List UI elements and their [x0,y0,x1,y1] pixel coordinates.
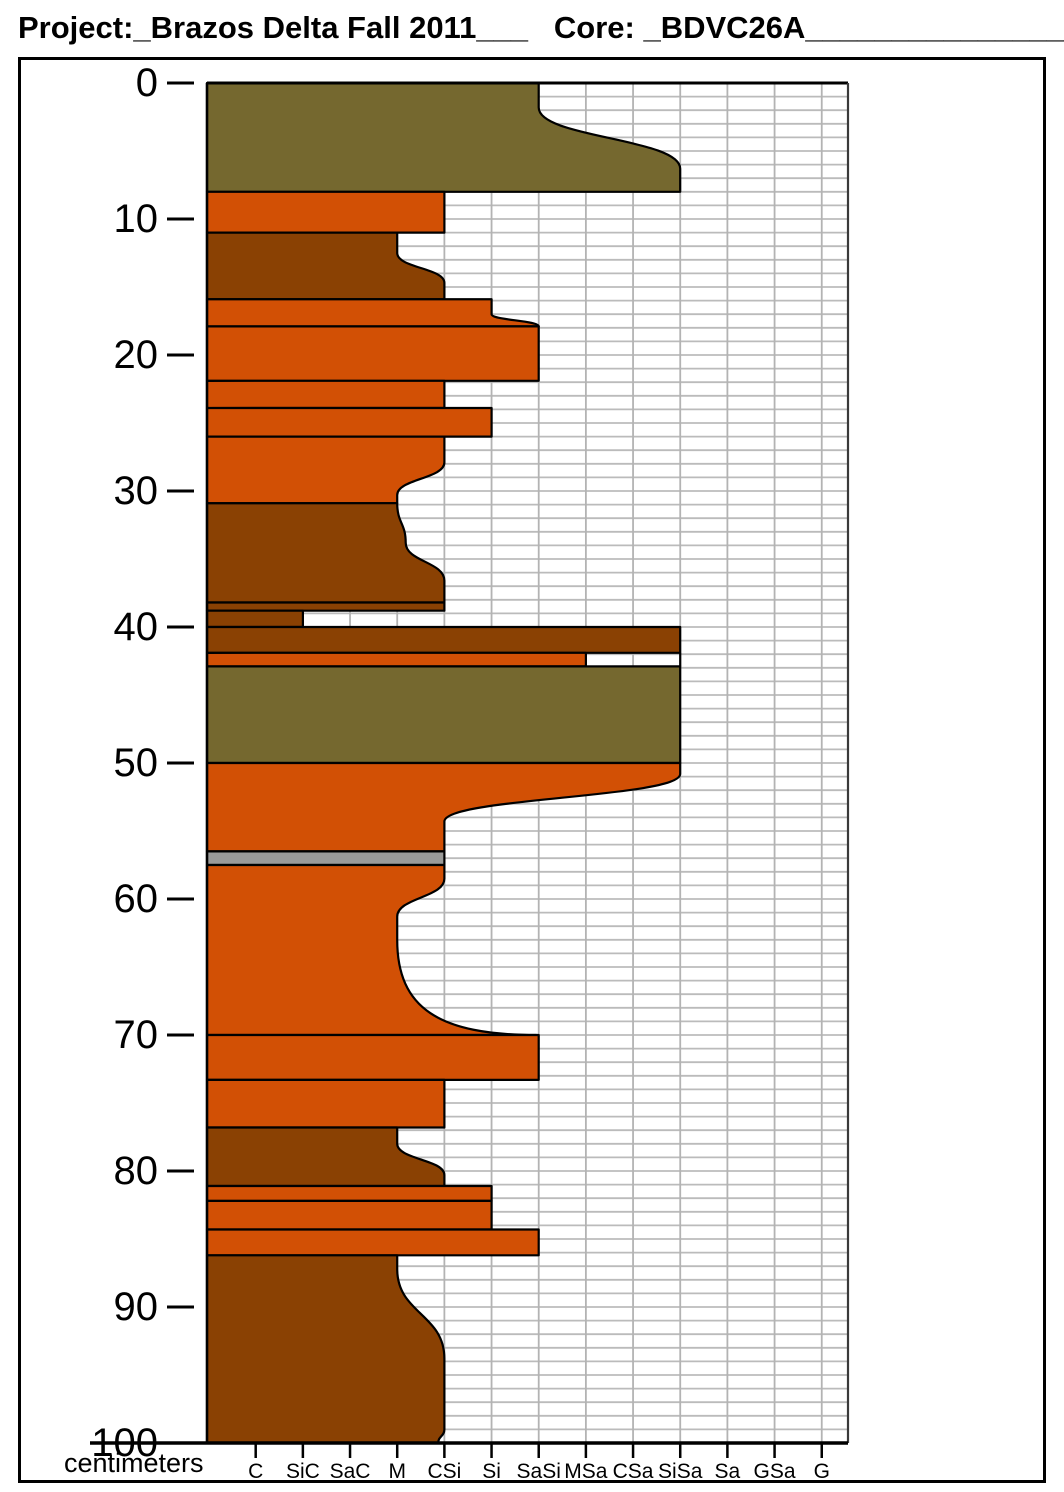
grain-size-label: CSa [613,1460,654,1483]
depth-tick-label: 80 [114,1149,159,1193]
core-layer-orange [205,325,540,382]
grain-size-label: CSi [427,1460,461,1483]
core-layer-brown [205,231,446,301]
core-layer-orange [205,1184,493,1202]
depth-tick-label: 50 [114,741,159,785]
core-layer-orange [205,651,587,668]
core-layer-brown [205,1254,446,1445]
core-layer-brown [205,601,446,612]
core-layer-orange [205,1078,446,1129]
core-layer-olive [205,665,682,765]
core-layer-orange [205,298,540,328]
core-layer-orange [205,863,538,1037]
depth-tick-label: 100 [91,1421,158,1465]
depth-tick-label: 70 [114,1013,159,1057]
core-layer-brown [205,502,446,604]
core-layer-brown [205,609,304,629]
core-layer-olive [205,81,682,193]
grain-size-label: Si [482,1460,501,1483]
grain-size-label: SaSi [517,1460,561,1483]
grain-size-label: C [248,1460,263,1483]
depth-axis-unit-label: centimeters [64,1448,204,1478]
core-layer-gray [205,850,446,867]
depth-tick-label: 0 [136,61,158,105]
grain-size-label: Sa [715,1460,741,1483]
depth-tick-label: 40 [114,605,159,649]
grain-size-label: GSa [754,1460,796,1483]
grain-size-label: SaC [330,1460,371,1483]
grain-size-label: MSa [564,1460,608,1483]
core-layer-orange [205,379,446,410]
depth-tick-label: 60 [114,877,159,921]
depth-tick-label: 90 [114,1285,159,1329]
grain-size-label: M [388,1460,406,1483]
core-layer-orange [205,1228,540,1257]
core-layer-brown [205,1126,446,1188]
core-layer-brown [205,625,682,654]
core-layer-orange [205,190,446,234]
core-layer-orange [205,761,682,853]
core-layer-orange [205,1033,540,1081]
depth-tick-label: 30 [114,469,159,513]
grain-size-label: G [814,1460,830,1483]
core-layer-orange [205,1199,493,1231]
depth-tick-label: 10 [114,197,159,241]
depth-tick-label: 20 [114,333,159,377]
core-layer-orange [205,406,493,438]
core-layer-orange [205,435,446,505]
page-title: Project:_Brazos Delta Fall 2011___ Core:… [18,10,1064,45]
grain-size-label: SiSa [658,1460,703,1483]
outer-border-frame [18,57,1046,1483]
grain-size-label: SiC [286,1460,320,1483]
